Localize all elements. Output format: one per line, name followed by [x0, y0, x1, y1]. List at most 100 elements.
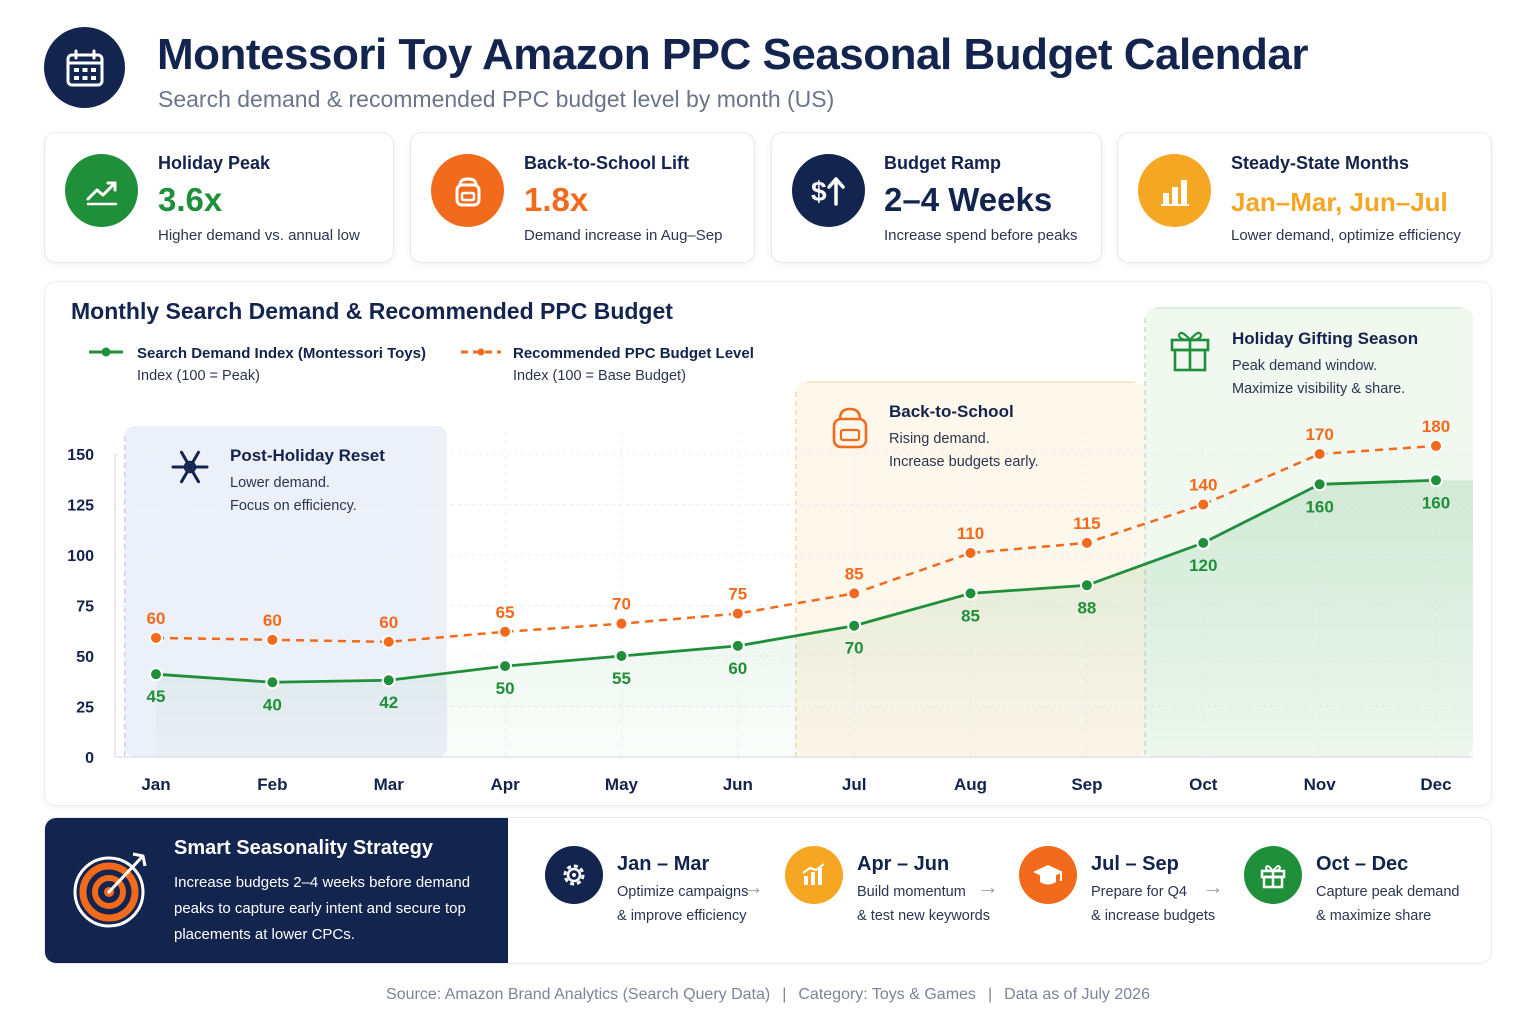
- demand-data-label: 55: [612, 669, 631, 688]
- kpi-desc: Increase spend before peaks: [884, 227, 1078, 244]
- line-chart: 0 25 50 75 100 125 150 Jan Feb Mar Apr May Jun Jul Aug…: [67, 298, 1473, 794]
- demand-point: [149, 667, 163, 682]
- phase-title: Apr – Jun: [857, 853, 950, 875]
- backpack-icon: [431, 154, 504, 227]
- legend-demand-marker: [101, 347, 111, 357]
- demand-point: [265, 675, 280, 690]
- demand-data-label: 40: [263, 695, 282, 714]
- gift-icon: [1177, 331, 1203, 342]
- x-tick-label: Jun: [723, 775, 753, 794]
- phase-desc: Optimize campaigns: [617, 884, 749, 900]
- budget-point: [1312, 447, 1327, 461]
- budget-point: [1429, 438, 1443, 453]
- annotation-text: Lower demand.: [230, 475, 330, 491]
- budget-point: [498, 624, 513, 639]
- y-tick-label: 75: [76, 599, 94, 616]
- demand-data-label: 160: [1305, 497, 1333, 516]
- budget-data-label: 85: [845, 564, 864, 583]
- page-subtitle: Search demand & recommended PPC budget l…: [158, 86, 835, 112]
- demand-point: [381, 673, 396, 688]
- budget-point: [381, 634, 396, 649]
- demand-point: [614, 649, 629, 663]
- annotation-text: Maximize visibility & share.: [1232, 381, 1405, 397]
- kpi-title: Steady-State Months: [1231, 153, 1410, 173]
- kpi-desc: Demand increase in Aug–Sep: [524, 227, 723, 244]
- y-tick-label: 125: [67, 498, 94, 515]
- budget-data-label: 60: [263, 611, 282, 630]
- budget-data-label: 75: [728, 585, 747, 604]
- arrow-icon: →: [742, 874, 764, 899]
- footer: Source: Amazon Brand Analytics (Search Q…: [0, 986, 1536, 1004]
- y-tick-label: 100: [67, 548, 94, 565]
- demand-data-label: 50: [496, 679, 515, 698]
- demand-point: [1196, 535, 1211, 550]
- x-tick-label: Jan: [141, 775, 170, 794]
- target-icon: [71, 846, 155, 935]
- budget-point: [847, 586, 862, 601]
- chart-panel: 0 25 50 75 100 125 150 Jan Feb Mar Apr May Jun Jul Aug…: [44, 281, 1492, 806]
- snowflake-icon: [183, 460, 197, 474]
- gear-icon: [545, 846, 603, 904]
- demand-data-label: 42: [379, 693, 398, 712]
- demand-point: [847, 618, 862, 633]
- strategy-title: Smart Seasonality Strategy: [174, 837, 433, 859]
- budget-data-label: 65: [496, 603, 515, 622]
- kpi-value: Jan–Mar, Jun–Jul: [1231, 187, 1448, 217]
- dollar-up-icon: $: [792, 154, 865, 227]
- budget-point: [730, 606, 745, 621]
- bar-chart-icon: [1138, 154, 1211, 227]
- budget-point: [963, 545, 978, 560]
- demand-point: [1312, 477, 1327, 492]
- strategy-body: Increase budgets 2–4 weeks before demand…: [174, 874, 471, 943]
- kpi-card-back-to-school: Back-to-School Lift 1.8x Demand increase…: [410, 132, 755, 263]
- strategy-panel: Smart Seasonality Strategy Increase budg…: [45, 818, 508, 963]
- footer-source: Source: Amazon Brand Analytics (Search Q…: [386, 986, 771, 1003]
- budget-data-label: 180: [1422, 417, 1450, 436]
- demand-point: [1429, 473, 1443, 488]
- footer-category: Category: Toys & Games: [798, 986, 976, 1003]
- kpi-desc: Higher demand vs. annual low: [158, 227, 360, 244]
- phase-desc: & improve efficiency: [617, 908, 747, 924]
- annotation-title: Holiday Gifting Season: [1232, 329, 1418, 348]
- budget-data-label: 60: [379, 613, 398, 632]
- kpi-desc: Lower demand, optimize efficiency: [1231, 227, 1461, 244]
- annotation-text: Increase budgets early.: [889, 454, 1039, 470]
- annotation-text: Focus on efficiency.: [230, 498, 357, 514]
- kpi-title: Budget Ramp: [884, 153, 1001, 173]
- demand-point: [498, 659, 513, 674]
- kpi-title: Back-to-School Lift: [524, 153, 689, 173]
- budget-data-label: 170: [1305, 425, 1333, 444]
- bar-chart-icon: [785, 846, 843, 904]
- budget-data-label: 70: [612, 595, 631, 614]
- legend-demand-sub: Index (100 = Peak): [137, 368, 260, 384]
- budget-point: [1196, 497, 1211, 512]
- y-tick-label: 0: [85, 750, 94, 767]
- x-tick-label: Apr: [490, 775, 520, 794]
- kpi-card-budget-ramp: $ Budget Ramp 2–4 Weeks Increase spend b…: [771, 132, 1102, 263]
- calendar-icon: [44, 27, 125, 108]
- annotation-title: Post-Holiday Reset: [230, 446, 385, 465]
- backpack-icon: [832, 417, 868, 449]
- budget-point: [149, 630, 163, 645]
- x-tick-label: Aug: [954, 775, 987, 794]
- phase-desc: & test new keywords: [857, 908, 990, 924]
- strategy-bar: Smart Seasonality Strategy Increase budg…: [44, 817, 1492, 964]
- season-band: [124, 426, 447, 757]
- y-tick-label: 50: [76, 649, 94, 666]
- legend-budget-label: Recommended PPC Budget Level: [513, 345, 754, 362]
- legend-demand-label: Search Demand Index (Montessori Toys): [137, 345, 426, 362]
- backpack-icon: [838, 407, 862, 420]
- x-tick-label: Sep: [1071, 775, 1102, 794]
- arrow-icon: →: [1202, 874, 1224, 899]
- footer-separator: |: [987, 986, 993, 1003]
- budget-data-label: 140: [1189, 476, 1217, 495]
- demand-data-label: 160: [1422, 493, 1450, 512]
- budget-data-label: 115: [1073, 514, 1100, 533]
- budget-data-label: 60: [147, 609, 166, 628]
- gift-icon: [1244, 846, 1302, 904]
- demand-point: [1079, 578, 1094, 593]
- kpi-card-steady-state: Steady-State Months Jan–Mar, Jun–Jul Low…: [1117, 132, 1492, 263]
- phase-title: Oct – Dec: [1316, 853, 1409, 875]
- budget-point: [614, 616, 629, 631]
- chart-title: Monthly Search Demand & Recommended PPC …: [71, 298, 673, 324]
